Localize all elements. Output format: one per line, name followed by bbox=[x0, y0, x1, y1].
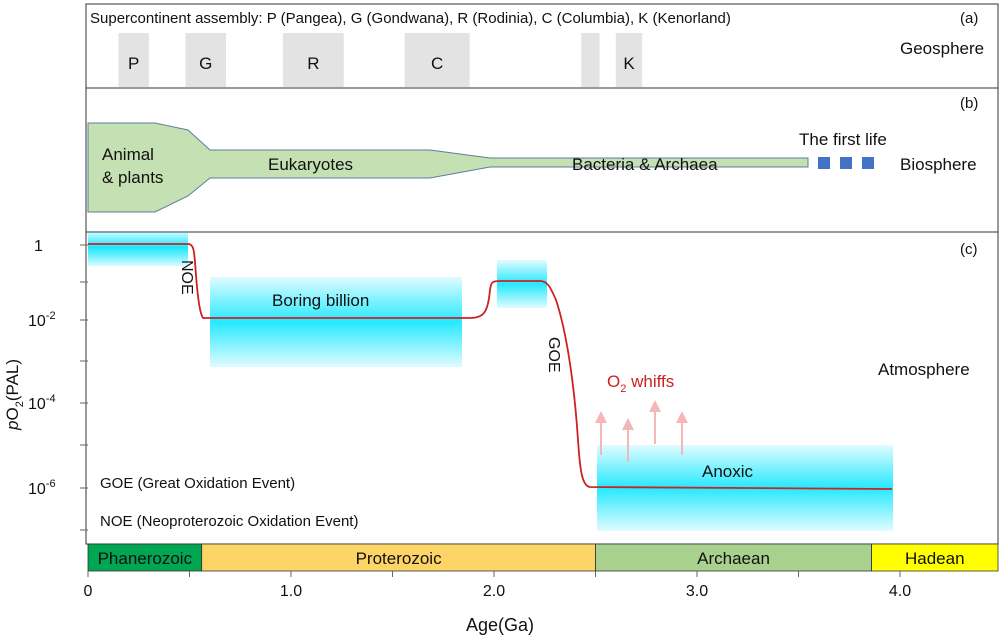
panel-c-atmosphere: (c) Atmosphere 1 10-2 10-4 10-6 pO2(PAL)… bbox=[3, 231, 999, 545]
bacteria-label: Bacteria & Archaea bbox=[572, 155, 718, 174]
eon-label: Phanerozoic bbox=[98, 549, 193, 568]
atmosphere-label: Atmosphere bbox=[878, 360, 970, 379]
y-tick-label: 10-4 bbox=[28, 393, 56, 413]
y-tick-label: 1 bbox=[34, 238, 43, 255]
boring-billion-band bbox=[210, 277, 462, 367]
x-tick-label: 3.0 bbox=[686, 583, 708, 600]
o2-whiffs-label: O2 whiffs bbox=[607, 372, 674, 395]
supercontinent-block bbox=[282, 33, 344, 87]
eon-block bbox=[595, 543, 872, 572]
panel-a-geosphere: Supercontinent assembly: P (Pangea), G (… bbox=[85, 3, 999, 89]
y-tick-label: 10-6 bbox=[28, 478, 56, 498]
first-life-square bbox=[862, 157, 874, 169]
eon-block bbox=[201, 543, 596, 572]
x-axis: Age(Ga) 0 1.0 2.0 3.0 4.0 bbox=[84, 571, 911, 635]
supercontinent-label: P bbox=[128, 54, 139, 73]
supercontinent-block bbox=[118, 33, 149, 87]
biosphere-label: Biosphere bbox=[900, 155, 977, 174]
panel-c-letter: (c) bbox=[960, 241, 978, 258]
x-axis-label: Age(Ga) bbox=[466, 615, 534, 635]
supercontinent-block bbox=[615, 33, 643, 87]
legend-goe: GOE (Great Oxidation Event) bbox=[100, 475, 295, 492]
panel-b-biosphere: Animal & plants Eukaryotes Bacteria & Ar… bbox=[85, 87, 999, 233]
supercontinent-label: C bbox=[431, 54, 443, 73]
geosphere-label: Geosphere bbox=[900, 39, 984, 58]
eon-label: Proterozoic bbox=[356, 549, 442, 568]
noe-label: NOE bbox=[178, 260, 195, 295]
supercontinent-block bbox=[581, 33, 600, 87]
eon-label: Hadean bbox=[905, 549, 965, 568]
life-diversity-shape bbox=[87, 122, 809, 213]
supercontinent-label: G bbox=[199, 54, 212, 73]
animals-label-line1: Animal bbox=[102, 145, 154, 164]
goe-label: GOE bbox=[545, 337, 562, 373]
supercontinent-block bbox=[185, 33, 227, 87]
supercontinent-label: K bbox=[623, 54, 635, 73]
first-life-square bbox=[818, 157, 830, 169]
y-tick-label: 10-2 bbox=[28, 310, 56, 330]
o2-curve bbox=[88, 243, 893, 490]
first-life-label: The first life bbox=[799, 130, 887, 149]
supercontinent-label: R bbox=[307, 54, 319, 73]
boring-billion-label: Boring billion bbox=[272, 291, 369, 310]
panel-a-title: Supercontinent assembly: P (Pangea), G (… bbox=[90, 10, 731, 27]
legend-noe: NOE (Neoproterozoic Oxidation Event) bbox=[100, 513, 358, 530]
first-life-square bbox=[840, 157, 852, 169]
x-tick-label: 2.0 bbox=[483, 583, 505, 600]
y-axis: 1 10-2 10-4 10-6 pO2(PAL) bbox=[3, 238, 88, 531]
goe-peak-band bbox=[497, 260, 547, 308]
phanerozoic-band bbox=[88, 232, 188, 266]
animals-label-line2: & plants bbox=[102, 168, 163, 187]
anoxic-label: Anoxic bbox=[702, 462, 754, 481]
x-tick-label: 4.0 bbox=[889, 583, 911, 600]
supercontinent-block bbox=[404, 33, 470, 87]
panel-a-frame bbox=[85, 3, 999, 89]
eon-bar: Phanerozoic Proterozoic Archaean Hadean bbox=[87, 543, 999, 572]
x-tick-label: 0 bbox=[84, 583, 93, 600]
panel-b-letter: (b) bbox=[960, 95, 978, 112]
eon-label: Archaean bbox=[697, 549, 770, 568]
eukaryotes-label: Eukaryotes bbox=[268, 155, 353, 174]
panel-a-letter: (a) bbox=[960, 10, 978, 27]
y-axis-label: pO2(PAL) bbox=[3, 359, 26, 431]
x-tick-label: 1.0 bbox=[280, 583, 302, 600]
eon-block bbox=[871, 543, 999, 572]
